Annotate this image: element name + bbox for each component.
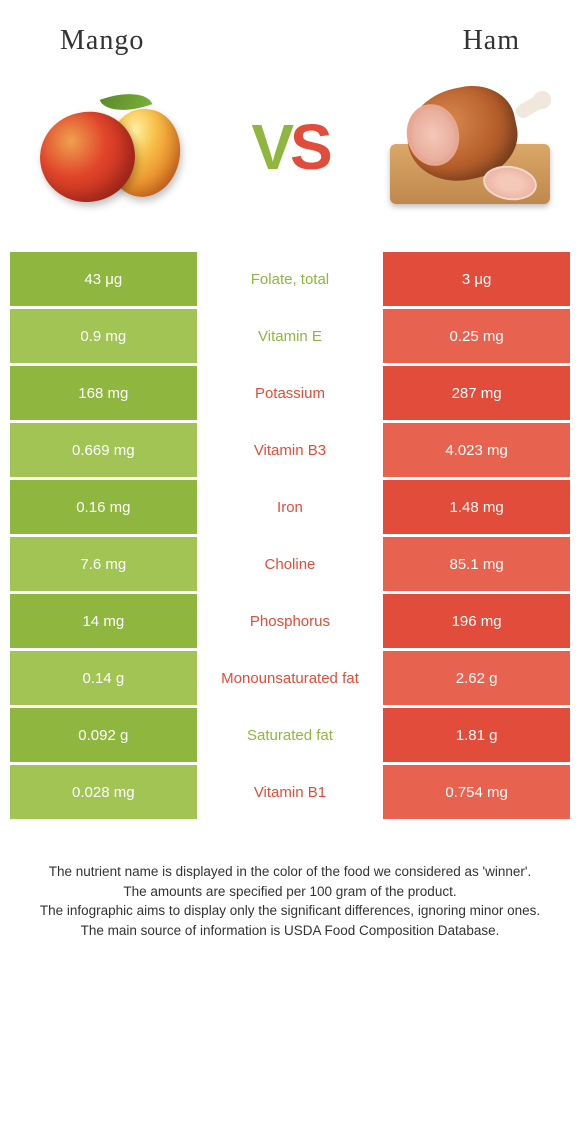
ham-image bbox=[385, 77, 555, 217]
vs-label: VS bbox=[251, 110, 328, 184]
table-row: 14 mgPhosphorus196 mg bbox=[10, 594, 570, 648]
value-left: 14 mg bbox=[10, 594, 197, 648]
value-left: 0.16 mg bbox=[10, 480, 197, 534]
table-row: 0.14 gMonounsaturated fat2.62 g bbox=[10, 651, 570, 705]
nutrient-label: Vitamin B3 bbox=[197, 423, 384, 477]
table-row: 168 mgPotassium287 mg bbox=[10, 366, 570, 420]
value-left: 43 μg bbox=[10, 252, 197, 306]
title-right: Ham bbox=[463, 25, 520, 57]
value-right: 4.023 mg bbox=[383, 423, 570, 477]
table-row: 0.028 mgVitamin B10.754 mg bbox=[10, 765, 570, 819]
value-right: 3 μg bbox=[383, 252, 570, 306]
value-right: 1.81 g bbox=[383, 708, 570, 762]
nutrient-label: Saturated fat bbox=[197, 708, 384, 762]
value-left: 0.9 mg bbox=[10, 309, 197, 363]
table-row: 0.092 gSaturated fat1.81 g bbox=[10, 708, 570, 762]
table-row: 43 μgFolate, total3 μg bbox=[10, 252, 570, 306]
table-row: 0.16 mgIron1.48 mg bbox=[10, 480, 570, 534]
nutrient-label: Potassium bbox=[197, 366, 384, 420]
nutrient-label: Phosphorus bbox=[197, 594, 384, 648]
table-row: 0.669 mgVitamin B34.023 mg bbox=[10, 423, 570, 477]
value-left: 0.092 g bbox=[10, 708, 197, 762]
image-row: VS bbox=[0, 77, 580, 252]
value-left: 7.6 mg bbox=[10, 537, 197, 591]
value-right: 287 mg bbox=[383, 366, 570, 420]
vs-s: S bbox=[290, 111, 329, 183]
value-left: 168 mg bbox=[10, 366, 197, 420]
nutrient-label: Folate, total bbox=[197, 252, 384, 306]
value-right: 1.48 mg bbox=[383, 480, 570, 534]
footer-line: The amounts are specified per 100 gram o… bbox=[30, 882, 550, 902]
nutrient-label: Vitamin E bbox=[197, 309, 384, 363]
comparison-table: 43 μgFolate, total3 μg0.9 mgVitamin E0.2… bbox=[0, 252, 580, 819]
table-row: 0.9 mgVitamin E0.25 mg bbox=[10, 309, 570, 363]
title-left: Mango bbox=[60, 25, 144, 57]
footer-notes: The nutrient name is displayed in the co… bbox=[0, 822, 580, 940]
value-right: 196 mg bbox=[383, 594, 570, 648]
vs-v: V bbox=[251, 111, 290, 183]
nutrient-label: Monounsaturated fat bbox=[197, 651, 384, 705]
value-right: 2.62 g bbox=[383, 651, 570, 705]
header-row: Mango Ham bbox=[0, 0, 580, 77]
table-row: 7.6 mgCholine85.1 mg bbox=[10, 537, 570, 591]
nutrient-label: Iron bbox=[197, 480, 384, 534]
mango-image bbox=[25, 77, 195, 217]
value-right: 0.754 mg bbox=[383, 765, 570, 819]
footer-line: The infographic aims to display only the… bbox=[30, 901, 550, 921]
nutrient-label: Vitamin B1 bbox=[197, 765, 384, 819]
value-right: 85.1 mg bbox=[383, 537, 570, 591]
footer-line: The main source of information is USDA F… bbox=[30, 921, 550, 941]
value-left: 0.14 g bbox=[10, 651, 197, 705]
value-left: 0.028 mg bbox=[10, 765, 197, 819]
nutrient-label: Choline bbox=[197, 537, 384, 591]
value-right: 0.25 mg bbox=[383, 309, 570, 363]
value-left: 0.669 mg bbox=[10, 423, 197, 477]
footer-line: The nutrient name is displayed in the co… bbox=[30, 862, 550, 882]
